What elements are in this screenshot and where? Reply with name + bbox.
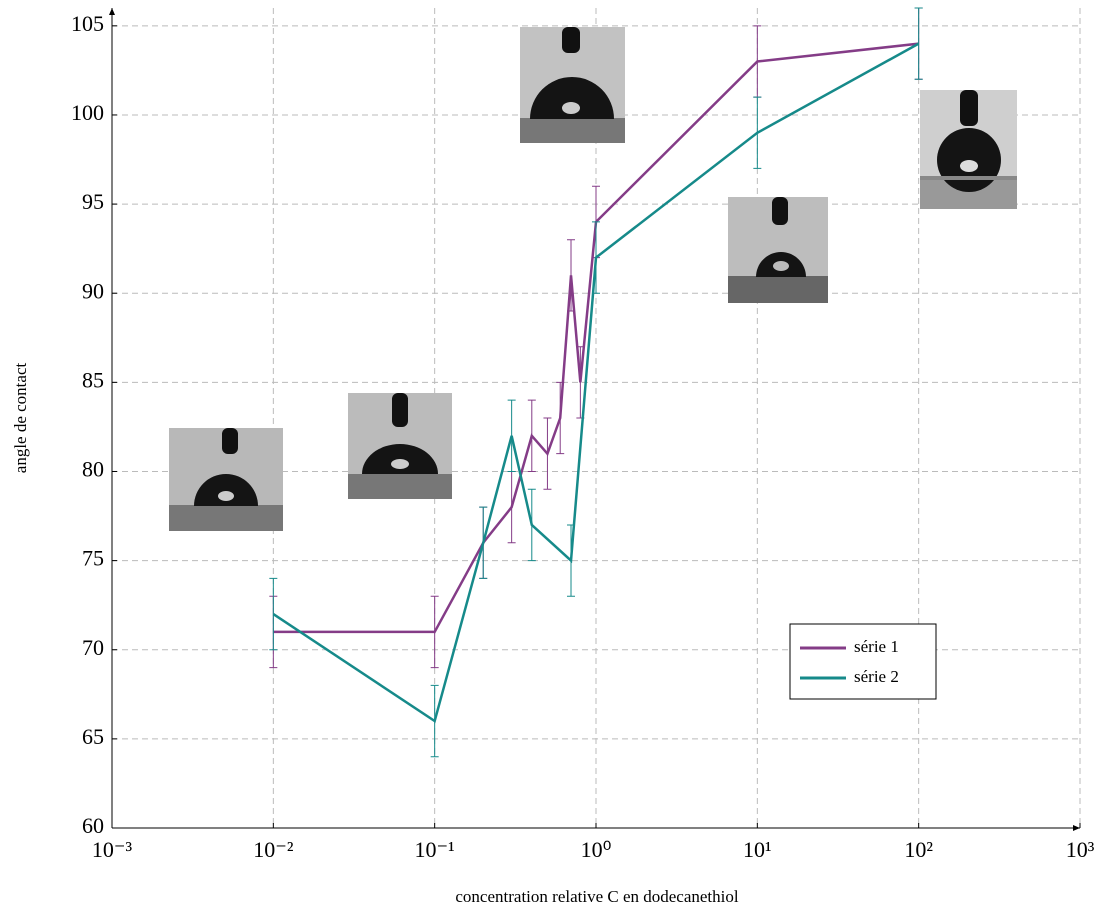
axis-arrow <box>1073 825 1080 831</box>
axis-arrow <box>109 8 115 15</box>
x-tick-label: 10³ <box>1066 837 1095 862</box>
y-tick-label: 95 <box>82 189 104 214</box>
data-line <box>273 42 919 634</box>
x-tick-label: 10¹ <box>743 837 772 862</box>
legend: série 1 série 2 <box>789 623 937 700</box>
y-tick-label: 105 <box>71 11 104 36</box>
y-tick-label: 85 <box>82 367 104 392</box>
x-axis-label: concentration relative C en dodecanethio… <box>455 887 738 906</box>
x-tick-label: 10⁰ <box>581 837 612 862</box>
droplet-image <box>920 90 1017 209</box>
y-tick-label: 65 <box>82 724 104 749</box>
y-tick-label: 75 <box>82 546 104 571</box>
error-bar <box>914 7 923 80</box>
error-bar <box>269 577 278 651</box>
x-tick-label: 10⁻² <box>253 837 294 862</box>
y-tick-label: 80 <box>82 457 104 482</box>
y-tick-label: 70 <box>82 635 104 660</box>
y-tick-label: 60 <box>82 813 104 838</box>
x-tick-label: 10⁻¹ <box>415 837 455 862</box>
droplet-image <box>728 197 828 303</box>
droplet-image <box>348 393 452 499</box>
y-tick-label: 90 <box>82 278 104 303</box>
droplet-image <box>169 428 283 531</box>
y-tick-label: 100 <box>71 100 104 125</box>
droplet-image <box>520 27 625 143</box>
y-axis-label: angle de contact <box>11 363 30 474</box>
droplet-images <box>169 27 1017 531</box>
legend-label: série 1 <box>854 637 899 656</box>
legend-label: série 2 <box>854 667 899 686</box>
x-tick-label: 10² <box>904 837 933 862</box>
data-line <box>272 42 920 724</box>
x-tick-label: 10⁻³ <box>92 837 133 862</box>
